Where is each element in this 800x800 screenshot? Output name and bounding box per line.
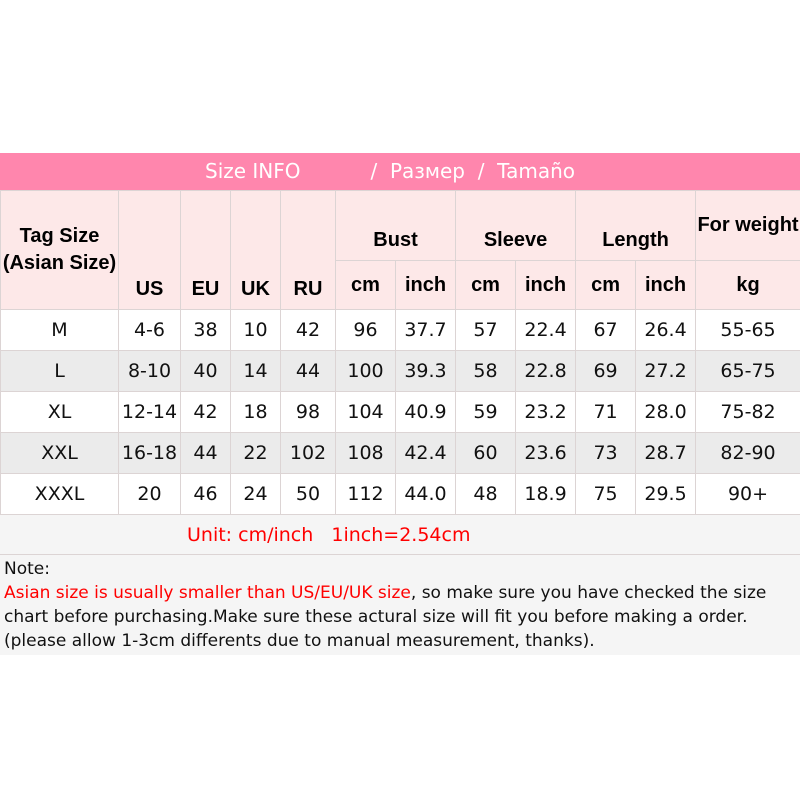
- note-text: , so make sure you have checked the size…: [4, 583, 767, 651]
- table-cell: 23.2: [515, 391, 577, 433]
- table-cell: 90+: [695, 473, 800, 515]
- header-length-cm: cm: [575, 260, 637, 310]
- header-ru: RU: [280, 190, 336, 310]
- table-row: XXL 16-18 44 22 102 108 42.4 60 23.6 73 28.7 82-90: [0, 432, 800, 474]
- table-cell: L: [0, 350, 119, 392]
- table-cell: 44: [280, 350, 336, 392]
- table-row: XL 12-14 42 18 98 104 40.9 59 23.2 71 28.0 75-82: [0, 391, 800, 433]
- table-cell: 44.0: [394, 473, 457, 515]
- table-cell: 29.5: [635, 473, 697, 515]
- table-cell: 59: [455, 391, 517, 433]
- header-for-weight: For weight: [695, 190, 800, 261]
- table-cell: 73: [575, 432, 637, 474]
- table-cell: 42: [180, 391, 231, 433]
- header-length-inch: inch: [635, 260, 697, 310]
- table-cell: 40: [180, 350, 231, 392]
- header-uk: UK: [230, 190, 281, 310]
- unit-line: Unit: cm/inch 1inch=2.54cm: [0, 515, 800, 555]
- table-cell: 69: [575, 350, 637, 392]
- header-bust-inch: inch: [394, 260, 457, 310]
- table-cell: 26.4: [635, 309, 697, 351]
- table-cell: 50: [280, 473, 336, 515]
- table-cell: 98: [280, 391, 336, 433]
- header-weight-kg: kg: [695, 260, 800, 310]
- table-cell: 24: [230, 473, 281, 515]
- table-cell: 46: [180, 473, 231, 515]
- table-cell: 22.4: [515, 309, 577, 351]
- table-cell: 42.4: [394, 432, 457, 474]
- table-cell: 39.3: [394, 350, 457, 392]
- table-cell: 14: [230, 350, 281, 392]
- header-eu: EU: [180, 190, 231, 310]
- table-cell: 82-90: [695, 432, 800, 474]
- table-cell: 18.9: [515, 473, 577, 515]
- header-tag-size: Tag Size (Asian Size): [0, 190, 119, 310]
- table-cell: 16-18: [118, 432, 181, 474]
- title-es: Tamaño: [497, 159, 575, 183]
- table-cell: 27.2: [635, 350, 697, 392]
- table-cell: 38: [180, 309, 231, 351]
- table-cell: 67: [575, 309, 637, 351]
- title-separator: /: [477, 159, 485, 183]
- table-cell: 100: [335, 350, 396, 392]
- header-sleeve-inch: inch: [515, 260, 577, 310]
- table-cell: 108: [335, 432, 396, 474]
- table-cell: 22.8: [515, 350, 577, 392]
- table-cell: 75: [575, 473, 637, 515]
- table-cell: 20: [118, 473, 181, 515]
- header-bust: Bust: [334, 190, 457, 261]
- table-cell: 23.6: [515, 432, 577, 474]
- table-cell: 10: [230, 309, 281, 351]
- table-cell: 37.7: [394, 309, 457, 351]
- table-cell: 8-10: [118, 350, 181, 392]
- note: Note: Asian size is usually smaller than…: [0, 555, 800, 655]
- header-bust-cm: cm: [335, 260, 396, 310]
- table-cell: XXL: [0, 432, 119, 474]
- table-row: XXXL 20 46 24 50 112 44.0 48 18.9 75 29.5 90+: [0, 473, 800, 515]
- header-sleeve: Sleeve: [455, 190, 577, 261]
- table-row: L 8-10 40 14 44 100 39.3 58 22.8 69 27.2 65-75: [0, 350, 800, 392]
- size-chart: Size INFO / Размер / Tamaño Tag Size (As…: [0, 153, 800, 655]
- chart-title-bar: Size INFO / Размер / Tamaño: [0, 153, 800, 190]
- table-cell: M: [0, 309, 119, 351]
- table-cell: 44: [180, 432, 231, 474]
- table-cell: 18: [230, 391, 281, 433]
- note-warning: Asian size is usually smaller than US/EU…: [4, 583, 411, 603]
- table-cell: 60: [455, 432, 517, 474]
- size-table: Tag Size (Asian Size) US EU UK RU Bust S…: [0, 190, 800, 515]
- table-row: M 4-6 38 10 42 96 37.7 57 22.4 67 26.4 55-65: [0, 309, 800, 351]
- title-en: Size INFO: [205, 159, 301, 183]
- note-label: Note:: [4, 559, 50, 579]
- table-cell: 28.0: [635, 391, 697, 433]
- table-cell: 28.7: [635, 432, 697, 474]
- table-cell: 102: [280, 432, 336, 474]
- header-length: Length: [575, 190, 697, 261]
- table-cell: 40.9: [394, 391, 457, 433]
- table-cell: 48: [455, 473, 517, 515]
- table-cell: 58: [455, 350, 517, 392]
- table-cell: 12-14: [118, 391, 181, 433]
- title-ru: Размер: [389, 159, 465, 183]
- table-cell: 112: [335, 473, 396, 515]
- header-us: US: [118, 190, 181, 310]
- title-separator: /: [370, 159, 378, 183]
- table-cell: XXXL: [0, 473, 119, 515]
- table-cell: 42: [280, 309, 336, 351]
- header-sleeve-cm: cm: [455, 260, 517, 310]
- table-cell: 71: [575, 391, 637, 433]
- table-cell: 96: [335, 309, 396, 351]
- table-cell: 55-65: [695, 309, 800, 351]
- table-cell: 22: [230, 432, 281, 474]
- table-cell: 65-75: [695, 350, 800, 392]
- table-cell: XL: [0, 391, 119, 433]
- table-cell: 4-6: [118, 309, 181, 351]
- table-cell: 57: [455, 309, 517, 351]
- table-cell: 104: [335, 391, 396, 433]
- table-cell: 75-82: [695, 391, 800, 433]
